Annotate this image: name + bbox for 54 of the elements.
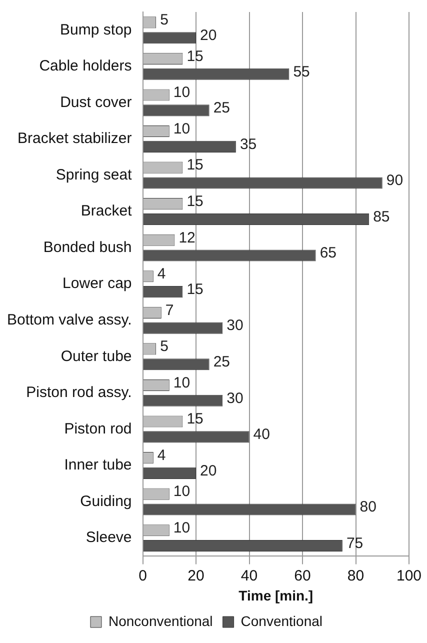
y-tick-label: Bonded bush <box>43 238 132 256</box>
y-tick-label: Dust cover <box>60 94 132 111</box>
data-label: 10 <box>173 374 190 392</box>
data-label: 7 <box>165 302 174 319</box>
data-label: 15 <box>186 410 204 428</box>
y-tick-label: Bump stop <box>60 21 132 38</box>
y-tick-label: Outer tube <box>60 348 132 365</box>
y-tick-label: Inner tube <box>64 456 132 474</box>
y-tick-label: Lower cap <box>62 275 132 292</box>
y-tick-label: Spring seat <box>56 166 133 184</box>
data-label: 4 <box>157 266 166 283</box>
data-label: 10 <box>173 519 190 536</box>
data-label: 80 <box>360 498 376 516</box>
x-tick-label: 100 <box>396 567 422 584</box>
y-tick-label: Sleeve <box>86 529 132 546</box>
data-label: 20 <box>200 26 217 44</box>
data-label: 10 <box>173 120 190 138</box>
y-tick-label: Piston rod assy. <box>26 384 132 402</box>
data-label: 20 <box>200 462 217 480</box>
data-label: 15 <box>186 280 204 298</box>
data-label: 15 <box>186 156 204 174</box>
x-tick-label: 0 <box>138 567 147 584</box>
x-tick-label: 80 <box>347 567 364 584</box>
data-label: 30 <box>226 390 244 407</box>
data-label: 25 <box>213 100 230 117</box>
data-label: 10 <box>173 483 190 500</box>
y-tick-label: Bracket <box>80 202 133 220</box>
legend-label: Nonconventional <box>108 612 213 629</box>
data-label: 5 <box>160 12 168 29</box>
data-label: 5 <box>160 338 168 356</box>
data-label: 55 <box>293 63 310 80</box>
data-label: 12 <box>178 229 196 246</box>
data-label: 25 <box>213 354 230 371</box>
data-label: 40 <box>253 426 270 444</box>
data-label: 15 <box>186 48 204 65</box>
data-label: 4 <box>157 446 166 464</box>
data-label: 30 <box>226 317 244 334</box>
y-tick-label: Bottom valve assy. <box>6 312 132 329</box>
x-tick-label: 20 <box>188 567 204 584</box>
data-label: 10 <box>173 84 190 102</box>
data-label: 85 <box>373 208 390 226</box>
data-label: 75 <box>346 534 364 552</box>
x-axis-title: Time [min.] <box>238 587 314 604</box>
x-tick-label: 60 <box>294 567 311 584</box>
y-tick-label: Cable holders <box>39 58 132 75</box>
y-tick-label: Guiding <box>80 492 132 510</box>
y-tick-label: Bracket stabilizer <box>18 130 132 148</box>
data-label: 65 <box>320 244 337 262</box>
data-label: 15 <box>186 192 204 210</box>
data-label: 35 <box>240 136 257 153</box>
y-tick-label: Piston rod <box>64 420 132 438</box>
x-tick-label: 40 <box>240 567 258 584</box>
data-label: 90 <box>386 172 404 190</box>
legend-label: Conventional <box>240 612 323 629</box>
